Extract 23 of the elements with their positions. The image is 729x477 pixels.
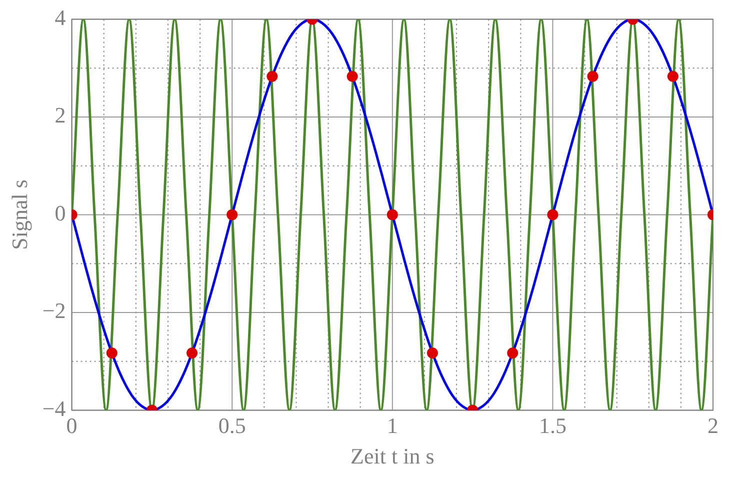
y-axis-title: Signal s	[6, 180, 32, 250]
x-tick-label: 1.5	[538, 413, 566, 438]
point	[226, 209, 238, 220]
point	[106, 348, 118, 359]
point	[547, 209, 558, 220]
x-tick-label: 2	[708, 413, 718, 438]
x-tick-label: 1	[386, 413, 398, 438]
line-series	[72, 19, 713, 410]
point	[386, 209, 398, 220]
point	[346, 70, 358, 82]
point	[426, 348, 438, 359]
y-tick-label: −4	[42, 396, 66, 421]
point	[507, 348, 518, 359]
y-tick-label: 4	[54, 4, 66, 30]
point	[667, 70, 678, 82]
point	[266, 70, 278, 82]
y-tick-label: 0	[54, 200, 66, 226]
y-tick-label: −2	[42, 298, 66, 324]
point	[186, 348, 198, 359]
x-tick-label: 0.5	[218, 413, 246, 438]
point	[587, 70, 598, 82]
x-axis-title: Zeit t in s	[350, 444, 434, 469]
y-tick-label: 2	[54, 102, 66, 128]
